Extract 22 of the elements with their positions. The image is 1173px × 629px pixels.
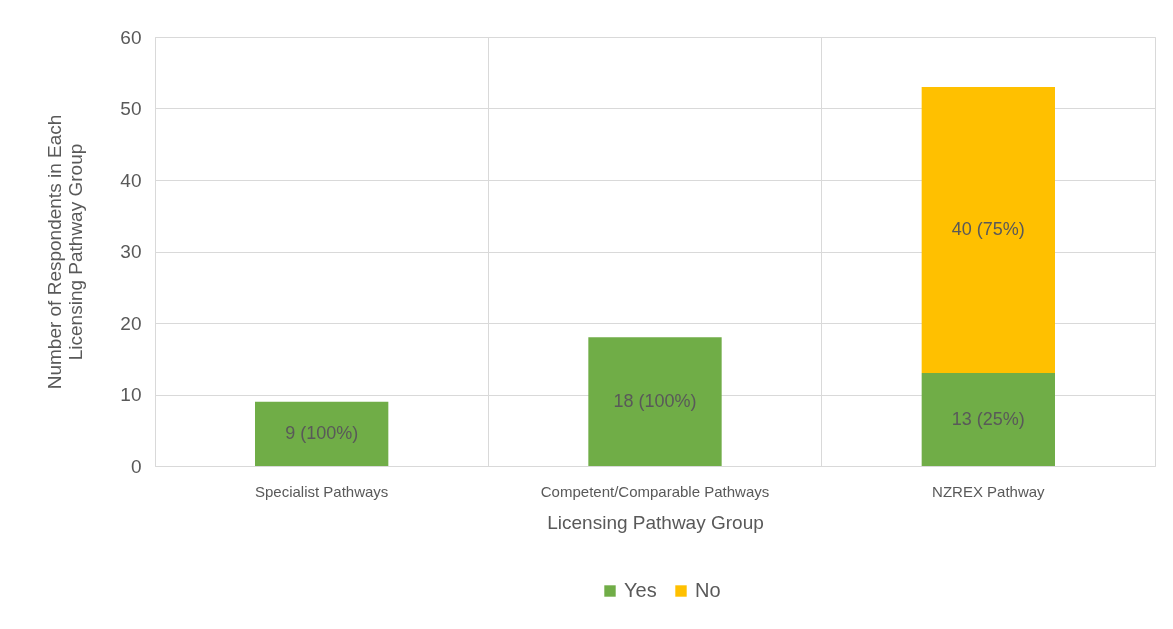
y-tick-label: 0	[130, 455, 142, 477]
y-tick-label: 50	[120, 98, 142, 119]
y-tick-label: 40	[120, 169, 142, 191]
bar	[921, 373, 1055, 466]
bar	[921, 87, 1055, 374]
y-tick-label: 10	[120, 384, 142, 405]
data-label: 9 (100%)	[285, 422, 359, 443]
bar	[588, 337, 722, 466]
y-tick-label: 60	[120, 26, 142, 48]
y-axis-title: Number of Respondents in Each Licensing Pathway Group	[44, 114, 87, 390]
bar	[255, 401, 389, 466]
legend-label: Yes	[624, 579, 657, 601]
legend-label: No	[695, 579, 721, 601]
x-tick-label: NZREX Pathway	[932, 482, 1046, 500]
x-axis-title: Licensing Pathway Group	[547, 511, 764, 533]
data-label: 13 (25%)	[951, 408, 1025, 429]
data-label: 18 (100%)	[613, 390, 697, 411]
data-label: 40 (75%)	[951, 219, 1025, 240]
x-tick-label: Specialist Pathways	[254, 482, 389, 500]
y-tick-label: 20	[120, 312, 142, 334]
y-tick-label: 30	[120, 241, 142, 262]
x-tick-label: Competent/Comparable Pathways	[540, 482, 770, 500]
